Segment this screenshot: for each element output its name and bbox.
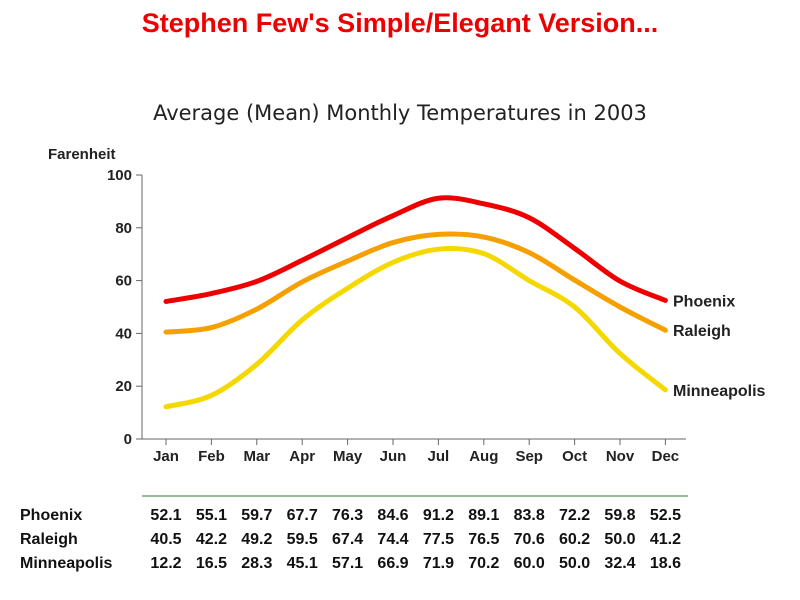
table-cell: 60.2	[559, 531, 590, 548]
table-cell: 91.2	[423, 507, 454, 524]
table-cell: 50.0	[559, 555, 590, 572]
table-cell: 52.1	[150, 507, 181, 524]
x-tick-label: May	[333, 448, 363, 465]
series-labels: Phoenix Raleigh Minneapolis	[673, 293, 766, 399]
table-cell: 40.5	[150, 531, 181, 548]
table-cell: 45.1	[287, 555, 318, 572]
x-tick-label: Sep	[515, 448, 543, 465]
x-tick-label: Apr	[289, 448, 315, 465]
table-row-label: Minneapolis	[20, 555, 113, 572]
y-tick-label: 100	[107, 167, 132, 184]
series-label-raleigh: Raleigh	[673, 323, 731, 340]
table-cell: 59.5	[287, 531, 318, 548]
chart-axes: 0 20 40 60 80 100 Jan Feb Mar Apr May Jun Jul Aug Sep O…	[107, 167, 686, 465]
y-tick-label: 80	[115, 220, 132, 237]
table-cell: 12.2	[150, 555, 181, 572]
table-cell: 66.9	[377, 555, 408, 572]
table-cell: 84.6	[377, 507, 408, 524]
x-tick-label: Dec	[652, 448, 680, 465]
x-tick-label: Jun	[380, 448, 407, 465]
table-cell: 32.4	[604, 555, 635, 572]
table-row-label: Phoenix	[20, 507, 82, 524]
table-cell: 72.2	[559, 507, 590, 524]
table-cell: 76.3	[332, 507, 363, 524]
table-cell: 59.7	[241, 507, 272, 524]
table-cell: 70.2	[468, 555, 499, 572]
x-tick-label: Jul	[428, 448, 450, 465]
table-cell: 57.1	[332, 555, 363, 572]
table-cell: 49.2	[241, 531, 272, 548]
table-cell: 89.1	[468, 507, 499, 524]
series-label-minneapolis: Minneapolis	[673, 383, 766, 400]
x-tick-label: Mar	[243, 448, 270, 465]
table-cell: 59.8	[604, 507, 635, 524]
table-cell: 18.6	[650, 555, 681, 572]
table-cell: 71.9	[423, 555, 454, 572]
series-line-phoenix	[163, 195, 668, 304]
y-tick-label: 20	[115, 378, 132, 395]
y-tick-label: 60	[115, 273, 132, 290]
x-tick-label: Feb	[198, 448, 225, 465]
x-tick-label: Nov	[606, 448, 635, 465]
chart-title: Average (Mean) Monthly Temperatures in 2…	[153, 101, 647, 125]
table-cell: 70.6	[514, 531, 545, 548]
table-cell: 67.7	[287, 507, 318, 524]
x-tick-label: Oct	[562, 448, 587, 465]
table-cell: 28.3	[241, 555, 272, 572]
data-table: Phoenix 52.1 55.1 59.7 67.7 76.3 84.6 91.2 89.1 8…	[20, 495, 688, 572]
table-cell: 41.2	[650, 531, 681, 548]
table-row-label: Raleigh	[20, 531, 78, 548]
series-line-minneapolis	[163, 246, 668, 410]
series-line-raleigh	[163, 231, 668, 335]
table-cell: 76.5	[468, 531, 499, 548]
y-tick-label: 40	[115, 325, 132, 342]
table-cell: 60.0	[514, 555, 545, 572]
series-label-phoenix: Phoenix	[673, 293, 735, 310]
y-axis-label: Farenheit	[48, 146, 116, 163]
table-cell: 77.5	[423, 531, 454, 548]
table-cell: 74.4	[377, 531, 408, 548]
table-cell: 42.2	[196, 531, 227, 548]
table-cell: 50.0	[604, 531, 635, 548]
page-title: Stephen Few's Simple/Elegant Version...	[141, 8, 659, 38]
x-tick-label: Aug	[469, 448, 498, 465]
table-cell: 16.5	[196, 555, 227, 572]
table-cell: 52.5	[650, 507, 681, 524]
table-cell: 55.1	[196, 507, 227, 524]
y-tick-label: 0	[124, 431, 132, 448]
table-cell: 67.4	[332, 531, 363, 548]
table-cell: 83.8	[514, 507, 545, 524]
series-lines	[163, 195, 668, 410]
x-tick-label: Jan	[153, 448, 179, 465]
